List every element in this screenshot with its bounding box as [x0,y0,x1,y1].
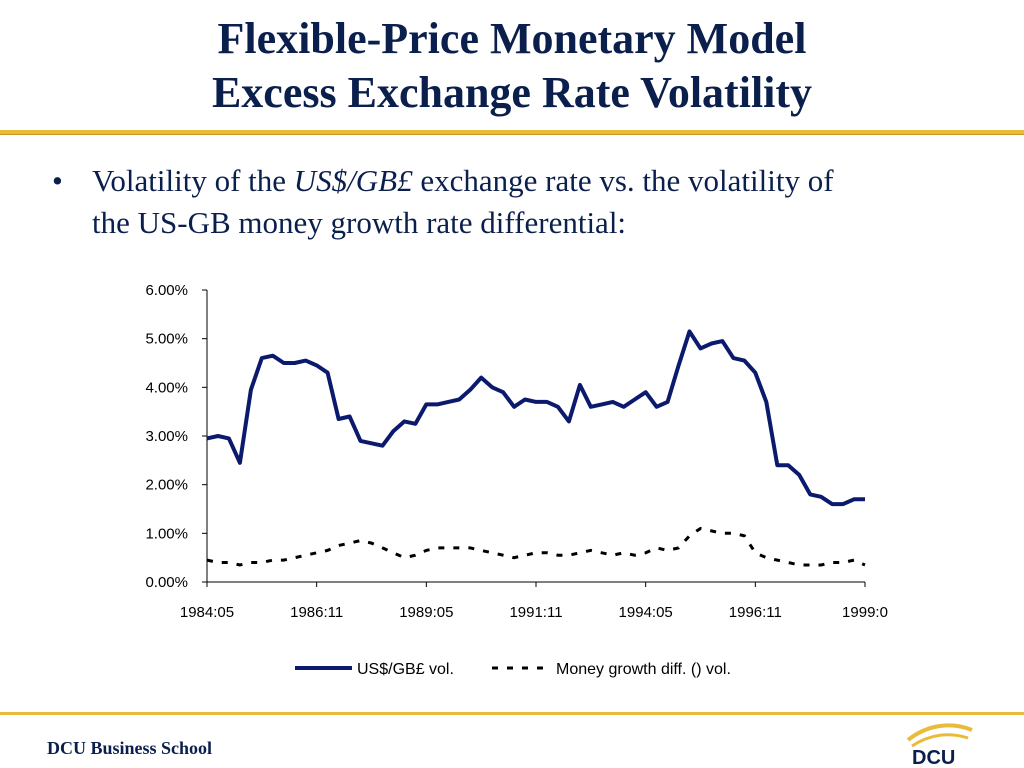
x-tick-label: 1989:05 [399,604,453,621]
volatility-chart: 0.00% 1.00% 2.00% 3.00% 4.00% 5.00% 6.00% 1984… [145,282,888,678]
bullet-dot-icon: • [52,163,63,198]
y-tick-label: 6.00% [145,282,188,299]
x-tick-label: 1994:05 [619,604,673,621]
series-line-fx-vol [206,329,865,507]
x-tick-label: 1986:11 [290,604,343,621]
y-tick-label: 2.00% [145,477,188,494]
y-axis-ticks: 0.00% 1.00% 2.00% 3.00% 4.00% 5.00% 6.00% [145,282,207,591]
legend-label-money: Money growth diff. () vol. [556,661,731,678]
series-layer [206,329,866,567]
x-tick-label: 1996:11 [729,604,782,621]
logo-text: DCU [912,747,955,768]
y-tick-label: 3.00% [145,428,188,445]
chart-legend: US$/GB£ vol. Money growth diff. () vol. [295,661,731,678]
header-divider [0,130,1024,135]
bullet-text-line2: the US-GB money growth rate differential… [92,205,627,240]
logo-arc-outer [906,723,973,742]
footer-divider [0,712,1024,715]
chart-axes [206,290,865,583]
bullet-text-currency: US$/GB£ [293,163,413,198]
x-tick-label: 1984:05 [180,604,234,621]
x-tick-label: 1999:0 [842,604,888,621]
dcu-logo: DCU [906,723,973,768]
bullet-text-pre: Volatility of the [92,163,294,198]
slide-title: Flexible-Price Monetary Model Excess Exc… [0,12,1024,120]
y-tick-label: 0.00% [145,574,188,591]
bullet-text-post: exchange rate vs. the volatility of [412,163,834,198]
title-line-2: Excess Exchange Rate Volatility [211,68,813,117]
y-tick-label: 5.00% [145,331,188,348]
bullet-text: Volatility of the US$/GB£ exchange rate … [92,160,992,244]
x-axis-ticks: 1984:05 1986:11 1989:05 1991:11 1994:05 1996:… [180,582,888,621]
y-tick-label: 1.00% [145,525,188,542]
y-tick-label: 4.00% [145,379,188,396]
x-tick-label: 1991:11 [509,604,562,621]
legend-label-fx: US$/GB£ vol. [357,661,454,678]
series-line-money-vol [206,526,866,567]
logo-arc-inner [911,733,969,748]
title-line-1: Flexible-Price Monetary Model [217,14,807,63]
footer-school-name: DCU Business School [47,738,213,758]
